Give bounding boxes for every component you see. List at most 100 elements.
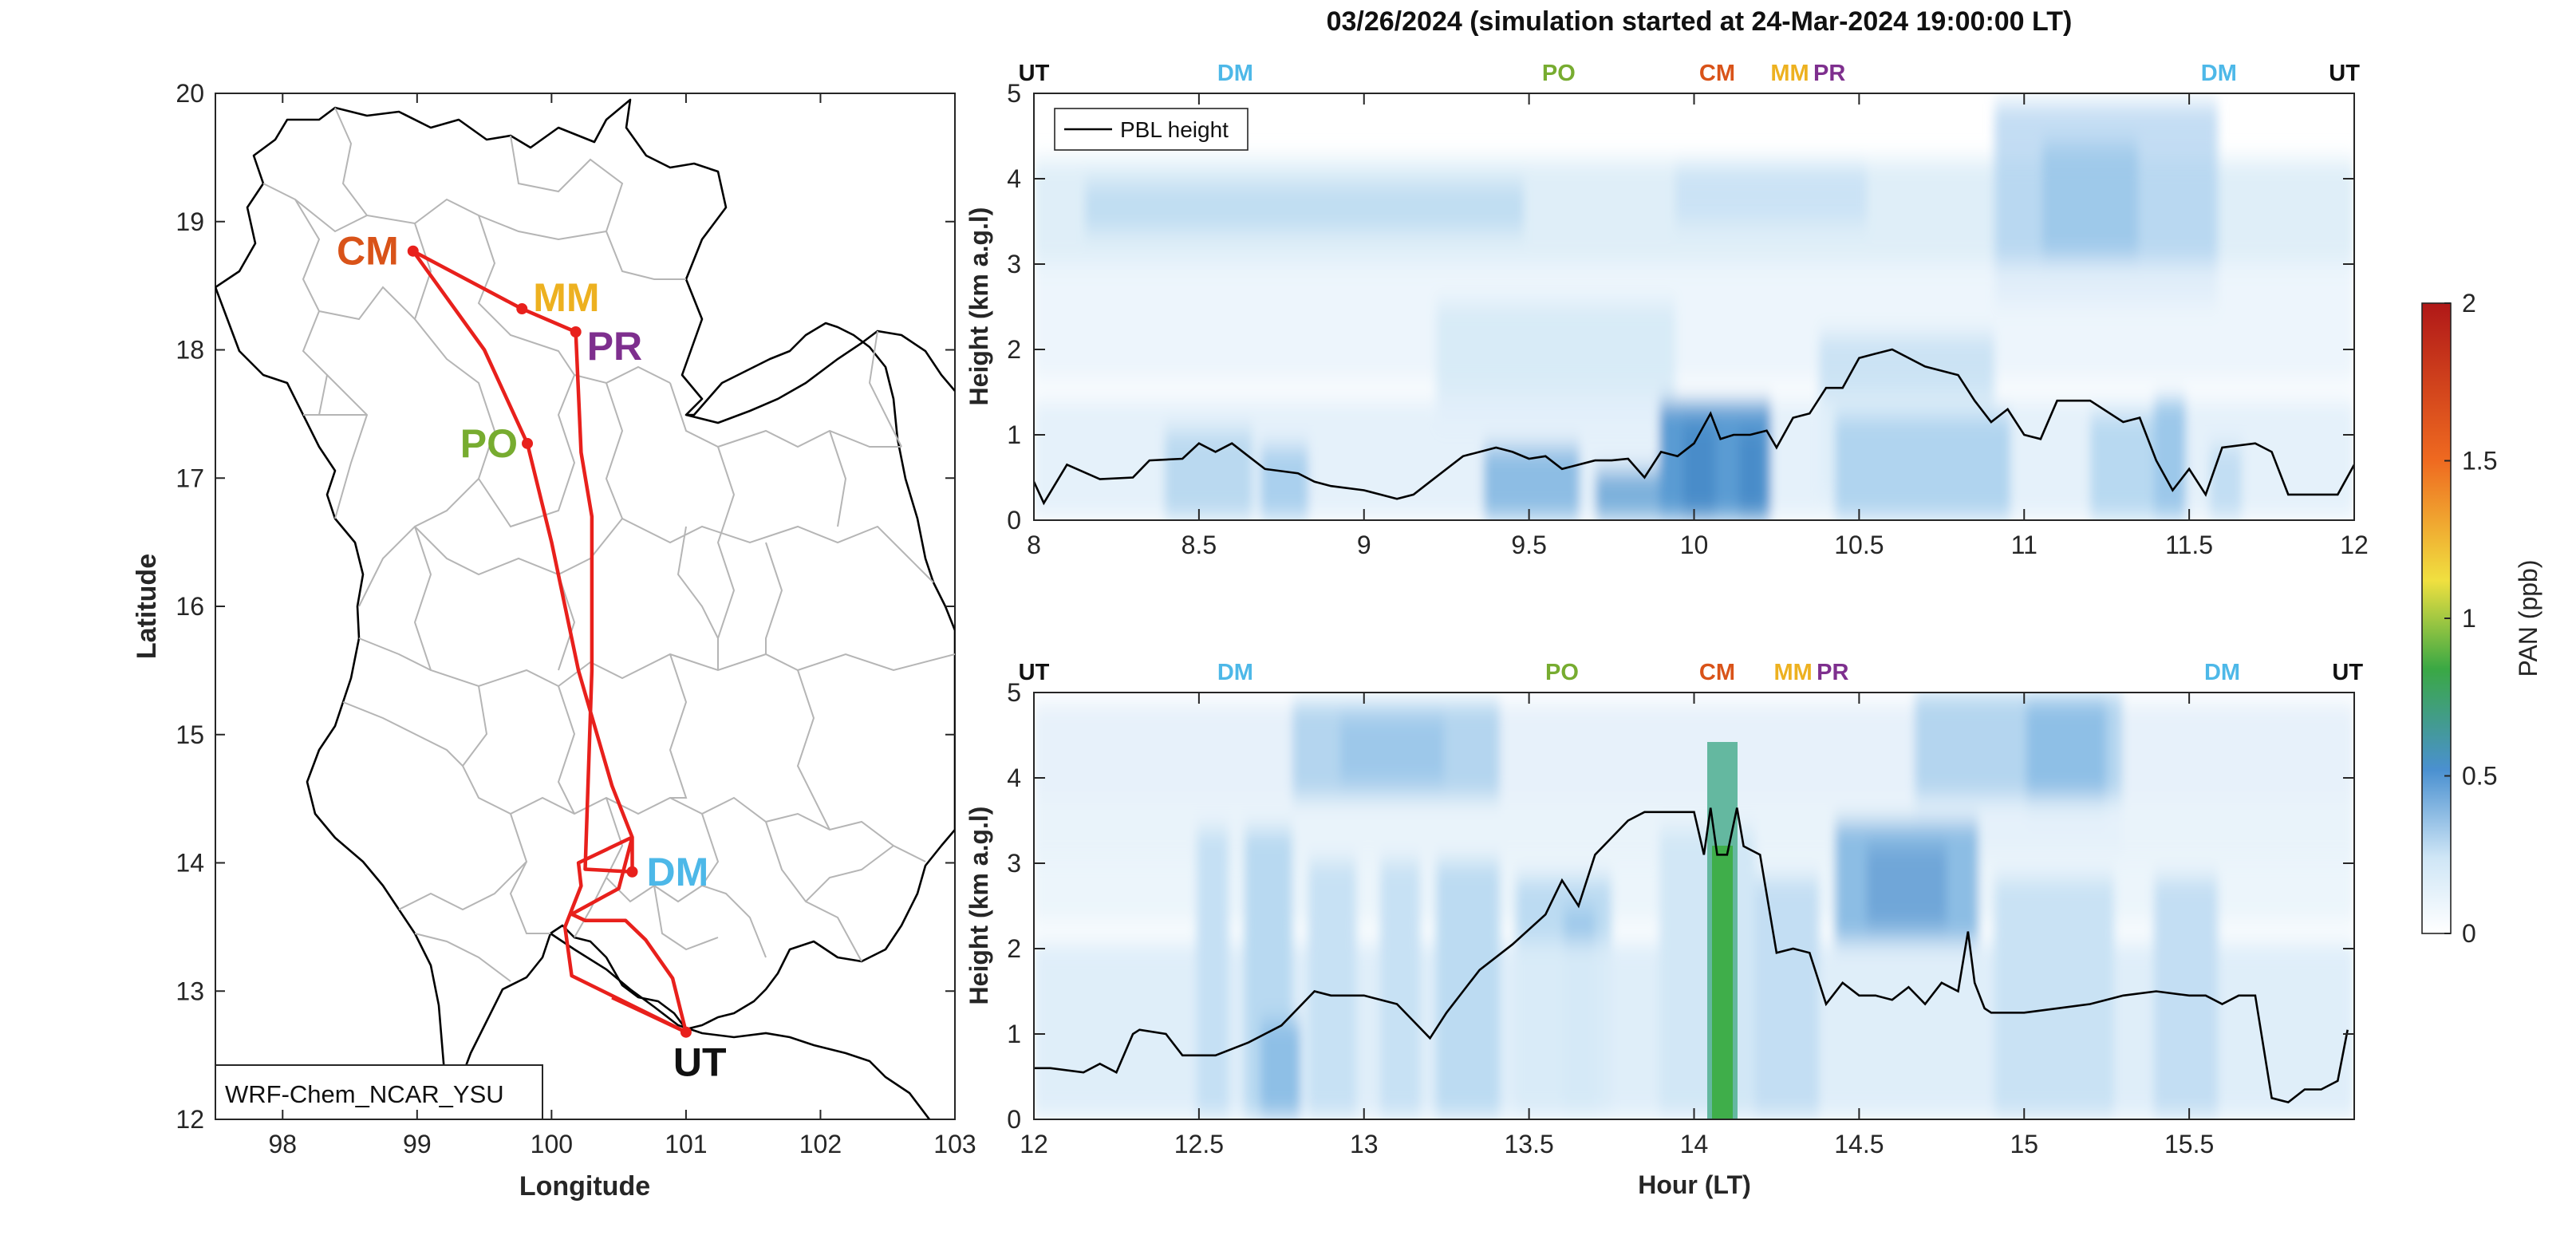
cm-plume-core <box>1712 846 1733 1119</box>
site-tag-ut: UT <box>2332 660 2363 685</box>
site-marker-po <box>522 437 534 449</box>
site-label-ut: UT <box>673 1040 727 1085</box>
xtick-label: 12 <box>1020 1130 1048 1158</box>
map-xtick-label: 99 <box>403 1130 432 1158</box>
site-tag-po: PO <box>1545 660 1579 685</box>
site-label-mm: MM <box>533 275 599 320</box>
laos-border <box>685 330 955 424</box>
site-tag-ut: UT <box>1019 61 1050 86</box>
top-site-labels: UT DM PO CM MM PR DM UT <box>1019 61 2361 86</box>
ytick-label: 0 <box>1007 1105 1021 1134</box>
site-label-pr: PR <box>587 324 642 369</box>
map-ytick-label: 17 <box>176 464 204 492</box>
ytick-label: 2 <box>1007 934 1021 963</box>
xtick-label: 14.5 <box>1834 1130 1884 1158</box>
xtick-label: 12.5 <box>1174 1130 1224 1158</box>
colorbar-tick-label: 2 <box>2462 289 2476 318</box>
site-marker-cm <box>407 245 419 257</box>
ytick-label: 3 <box>1007 250 1021 278</box>
map-ytick-label: 13 <box>176 977 204 1005</box>
xtick-label: 15.5 <box>2164 1130 2214 1158</box>
ytick-label: 3 <box>1007 849 1021 878</box>
map-xtick-label: 101 <box>665 1130 707 1158</box>
model-label-box <box>215 1064 543 1120</box>
site-tag-dm: DM <box>1217 660 1253 685</box>
site-marker-pr <box>570 326 582 337</box>
colorbar-ticks: 0 0.5 1 1.5 2 <box>2444 289 2497 948</box>
map-ytick-label: 15 <box>176 720 204 749</box>
country-border <box>215 98 955 1119</box>
colorbar-tick-label: 1.5 <box>2462 447 2497 476</box>
map-xtick-label: 103 <box>933 1130 976 1158</box>
model-label: WRF-Chem_NCAR_YSU <box>225 1080 504 1108</box>
site-tag-po: PO <box>1542 61 1576 86</box>
colorbar-label: PAN (ppb) <box>2514 559 2542 677</box>
xtick-label: 8 <box>1027 531 1041 559</box>
xtick-label: 15 <box>2010 1130 2038 1158</box>
colorbar-tick-label: 0 <box>2462 919 2476 948</box>
coastline-east <box>550 932 931 1119</box>
site-tag-dm: DM <box>1217 61 1253 86</box>
ytick-label: 5 <box>1007 79 1021 108</box>
flight-route <box>411 249 688 1034</box>
site-label-dm: DM <box>646 850 708 894</box>
map-ytick-label: 16 <box>176 592 204 621</box>
map-ytick-label: 14 <box>176 849 204 878</box>
site-tag-cm: CM <box>1699 660 1735 685</box>
map-ylabel: Latitude <box>132 554 162 659</box>
map-ytick-label: 19 <box>176 207 204 236</box>
xtick-label: 13.5 <box>1504 1130 1553 1158</box>
map-ytick-label: 20 <box>176 79 204 108</box>
xtick-label: 8.5 <box>1181 531 1217 559</box>
map-xlabel: Longitude <box>519 1171 650 1202</box>
colorbar-tick-label: 0.5 <box>2462 762 2497 791</box>
xtick-label: 10 <box>1680 531 1709 559</box>
bottom-xlabel: Hour (LT) <box>1638 1170 1751 1199</box>
map-axis-ticks: 98 99 100 101 102 103 12 13 14 15 16 17 18 19 20 <box>176 79 976 1158</box>
map-xtick-label: 102 <box>799 1130 842 1158</box>
bottom-ylabel: Height (km a.g.l) <box>965 807 993 1005</box>
site-label-cm: CM <box>337 229 399 274</box>
xtick-label: 10.5 <box>1834 531 1884 559</box>
xtick-label: 11 <box>2011 531 2038 559</box>
xtick-label: 12 <box>2340 531 2369 559</box>
pbl-height-line-bottom <box>1034 807 2349 1104</box>
site-tag-dm: DM <box>2201 61 2237 86</box>
map-geography <box>215 98 955 1119</box>
western-border <box>215 286 450 1119</box>
site-marker-mm <box>516 303 528 315</box>
map-ytick-label: 18 <box>176 336 204 365</box>
ytick-label: 4 <box>1007 764 1021 792</box>
top-ylabel: Height (km a.g.l) <box>965 207 993 406</box>
map-ytick-label: 12 <box>176 1105 204 1134</box>
xtick-label: 13 <box>1350 1130 1379 1158</box>
site-tag-cm: CM <box>1699 61 1735 86</box>
map-xtick-label: 100 <box>531 1130 573 1158</box>
province-lines <box>262 107 955 982</box>
legend-label: PBL height <box>1120 117 1229 142</box>
ytick-label: 1 <box>1007 420 1021 449</box>
ytick-label: 2 <box>1007 335 1021 364</box>
ytick-label: 5 <box>1007 678 1021 707</box>
site-marker-ut <box>680 1026 692 1038</box>
site-tag-ut: UT <box>2329 61 2360 86</box>
map-axes-box <box>215 93 956 1120</box>
site-tag-mm: MM <box>1770 61 1809 86</box>
site-tag-dm: DM <box>2204 660 2240 685</box>
ytick-label: 4 <box>1007 164 1021 193</box>
ytick-label: 1 <box>1007 1020 1021 1048</box>
ytick-label: 0 <box>1007 506 1021 535</box>
top-pan-field <box>1034 93 2354 520</box>
site-tag-pr: PR <box>1813 61 1845 86</box>
site-tag-mm: MM <box>1773 660 1812 685</box>
xtick-label: 9 <box>1357 531 1371 559</box>
site-marker-dm <box>626 866 638 878</box>
site-label-po: PO <box>460 421 518 466</box>
